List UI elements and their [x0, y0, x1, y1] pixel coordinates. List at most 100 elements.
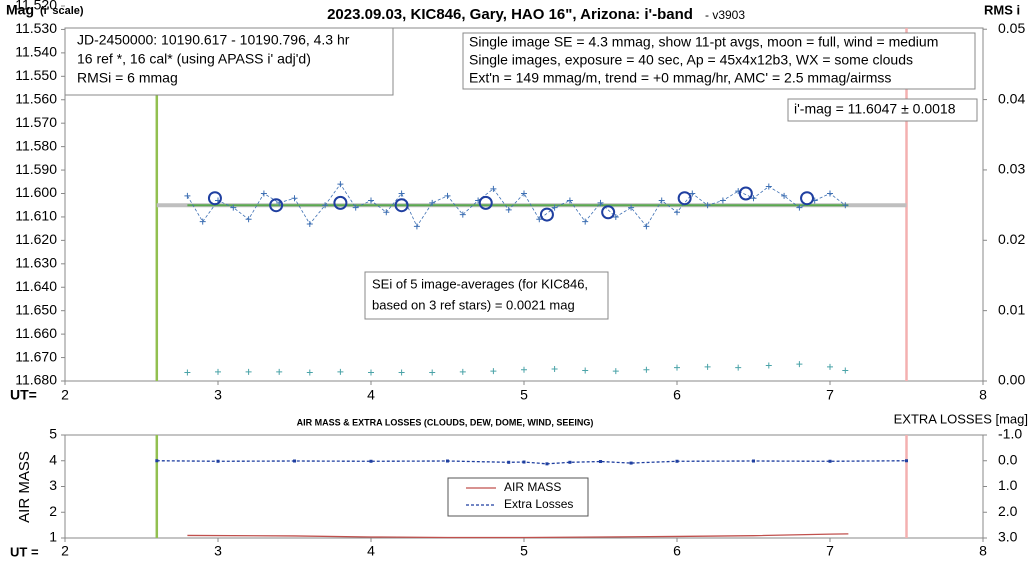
annotation-box: [364, 271, 609, 320]
y-axis-note: (i' scale): [40, 5, 84, 17]
point-marker: [155, 459, 159, 463]
annotation-text: JD-2450000: 10190.617 - 10190.796, 4.3 h…: [77, 32, 350, 48]
point-marker: [612, 213, 619, 220]
average-marker: [207, 191, 222, 206]
point-marker: [291, 195, 298, 202]
point-marker: [704, 202, 711, 209]
point-marker: [842, 202, 849, 209]
x-tick-label: 5: [520, 543, 528, 559]
x-tick-label: 5: [520, 387, 528, 403]
y-tick-label: 11.600: [15, 184, 57, 200]
y-tick-label: 11.550: [15, 67, 57, 83]
y-tick-label: 1: [49, 529, 57, 545]
point-marker: [827, 190, 833, 197]
point-marker: [765, 362, 772, 369]
x-tick-label: 3: [214, 387, 222, 403]
point-marker: [628, 204, 635, 211]
point-marker: [245, 216, 252, 223]
series-line: [187, 183, 846, 228]
point-marker: [490, 368, 497, 375]
point-marker: [521, 190, 527, 197]
point-marker: [551, 204, 558, 211]
y-tick-label: 11.570: [15, 114, 57, 130]
y-tick-label: 11.540: [15, 44, 57, 60]
x-tick-label: 8: [979, 387, 987, 403]
point-marker: [337, 368, 344, 375]
x-tick-label: 4: [367, 387, 375, 403]
point-marker: [582, 218, 589, 225]
x-tick-label: 3: [214, 543, 222, 559]
x-axis-label: UT=: [10, 387, 37, 403]
point-marker: [796, 204, 803, 211]
x-tick-label: 2: [61, 387, 69, 403]
y-tick-label: 2: [49, 503, 57, 519]
chart-title: 2023.09.03, KIC846, Gary, HAO 16", Arizo…: [327, 6, 693, 23]
point-marker: [184, 192, 191, 199]
average-marker: [800, 191, 815, 206]
point-marker: [905, 459, 908, 463]
x-tick-label: 7: [826, 387, 834, 403]
y2-tick-label: -1.0: [998, 426, 1022, 442]
average-marker: [478, 195, 493, 210]
y-tick-label: 11.530: [15, 20, 57, 36]
point-marker: [643, 366, 650, 373]
point-marker: [245, 368, 252, 375]
point-marker: [446, 459, 449, 463]
point-marker: [582, 367, 589, 374]
point-marker: [536, 216, 543, 223]
y-tick-label: 11.520: [15, 0, 57, 13]
x-tick-label: 8: [979, 543, 987, 559]
series-line: [156, 460, 907, 465]
average-marker: [738, 186, 753, 201]
y-tick-label: 11.630: [15, 255, 57, 271]
y2-axis-label: RMS i: [984, 2, 1020, 17]
point-marker: [781, 192, 788, 199]
y-tick-label: 3: [49, 477, 57, 493]
annotation-text: Single image SE = 4.3 mmag, show 11-pt a…: [469, 34, 938, 50]
annotation-box: [64, 27, 394, 96]
point-marker: [505, 206, 512, 213]
point-marker: [276, 368, 283, 375]
point-marker: [352, 204, 359, 211]
y2-tick-label: 0.05: [998, 20, 1025, 36]
y-tick-label: 11.660: [15, 325, 57, 341]
y-tick-label: 5: [49, 426, 57, 442]
point-marker: [752, 459, 755, 463]
point-marker: [828, 459, 832, 463]
point-marker: [750, 195, 757, 202]
point-marker: [490, 185, 497, 192]
annotation-text: Single images, exposure = 40 sec, Ap = 4…: [469, 52, 913, 68]
y-tick-label: 4: [49, 451, 57, 467]
x-tick-label: 4: [367, 543, 375, 559]
point-marker: [675, 459, 679, 463]
y2-tick-label: 2.0: [998, 503, 1018, 519]
point-marker: [765, 183, 772, 190]
point-marker: [337, 181, 344, 188]
annotation-text: RMSi = 6 mmag: [77, 70, 178, 86]
annotation-box: [787, 98, 978, 122]
annotation-text: based on 3 ref stars) = 0.0021 mag: [372, 297, 575, 312]
y-tick-label: 11.560: [15, 90, 57, 106]
point-marker: [643, 223, 650, 230]
y2-tick-label: 3.0: [998, 529, 1018, 545]
point-marker: [398, 369, 405, 376]
point-marker: [735, 364, 742, 371]
legend-label: Extra Losses: [504, 497, 573, 511]
y2-tick-label: 0.03: [998, 161, 1025, 177]
point-marker: [216, 459, 220, 463]
average-marker: [677, 191, 692, 206]
point-marker: [704, 363, 711, 370]
point-marker: [658, 197, 665, 204]
point-marker: [398, 190, 405, 197]
x-axis-label: UT =: [10, 544, 39, 559]
chart-title: AIR MASS & EXTRA LOSSES (CLOUDS, DEW, DO…: [297, 417, 594, 427]
point-marker: [796, 361, 803, 368]
x-tick-label: 6: [673, 543, 681, 559]
point-marker: [413, 223, 420, 230]
x-tick-label: 6: [673, 387, 681, 403]
point-marker: [522, 460, 526, 464]
point-marker: [383, 209, 390, 216]
y-tick-label: 11.590: [15, 161, 57, 177]
average-marker: [394, 198, 409, 213]
